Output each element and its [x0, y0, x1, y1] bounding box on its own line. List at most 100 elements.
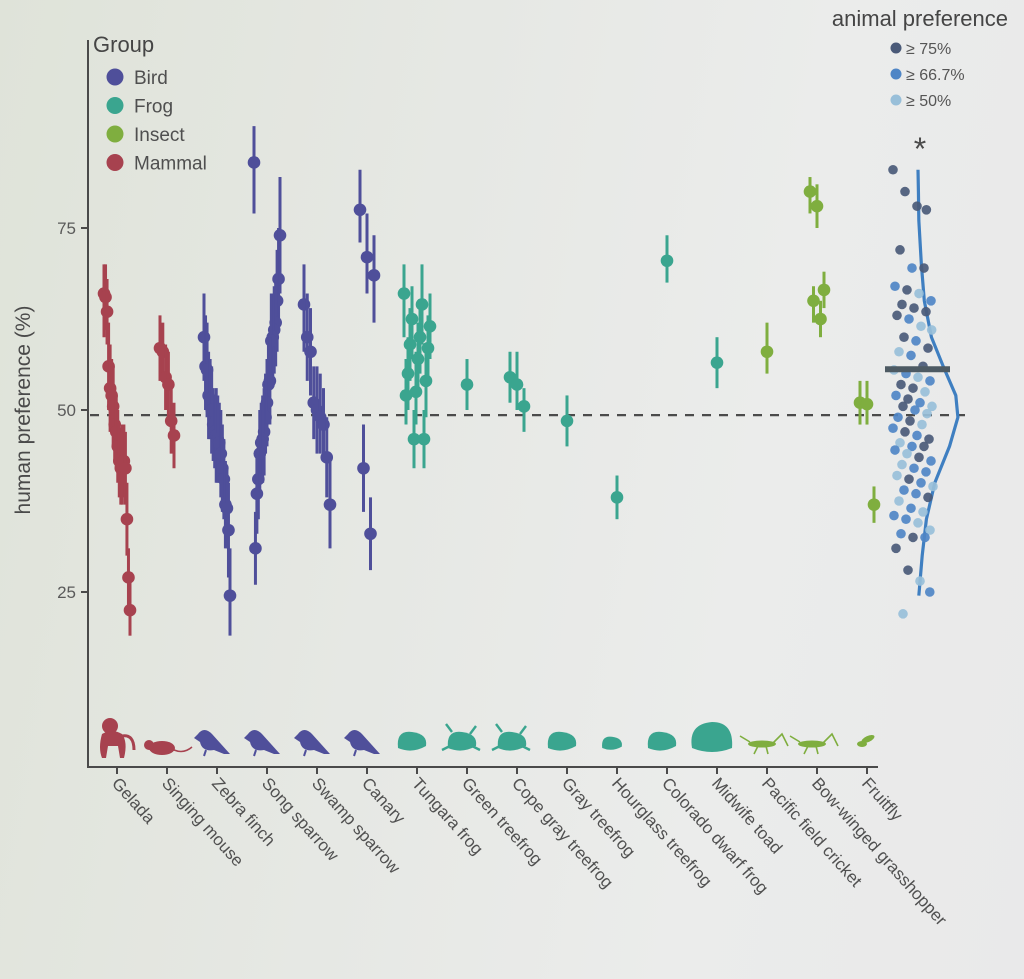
y-axis-label: human preference (%) [12, 306, 35, 515]
summary-point [892, 310, 902, 321]
summary-point [915, 576, 925, 586]
silhouette-mouse-icon [144, 740, 193, 755]
summary-point [897, 459, 907, 470]
legend-label-bird: Bird [134, 68, 168, 89]
extra-insect-point [860, 380, 874, 425]
summary-point [917, 419, 927, 430]
summary-point [906, 350, 916, 361]
data-point [510, 378, 524, 391]
data-point [810, 199, 824, 213]
data-marks [97, 126, 881, 636]
summary-point [903, 565, 913, 575]
data-point [220, 501, 234, 515]
y-tick-label: 75 [57, 219, 76, 238]
significance-star: * [914, 131, 926, 167]
summary-point [911, 336, 921, 346]
summary-point [907, 441, 917, 452]
data-point [803, 185, 817, 198]
summary-point [895, 437, 905, 448]
data-point [249, 542, 262, 555]
data-point [323, 498, 337, 511]
data-point [419, 374, 433, 388]
summary-point [926, 296, 936, 306]
summary-point [920, 532, 930, 543]
summary-point [895, 245, 905, 255]
category-hourglass-treefrog [610, 475, 624, 520]
summary-point [909, 463, 919, 474]
category-canary [353, 169, 381, 571]
summary-point [925, 525, 935, 535]
data-point [119, 461, 132, 475]
summary-point [891, 390, 901, 401]
category-gelada [97, 264, 137, 636]
summary-point [894, 346, 904, 357]
summary-point [923, 343, 933, 353]
summary-point [888, 423, 898, 434]
legend-swatch-insect [106, 125, 124, 143]
category-singing-mouse [153, 315, 181, 469]
silhouette-frog-icon [547, 731, 577, 751]
summary-point [906, 503, 916, 514]
summary-point [927, 401, 937, 412]
ap-legend-label: ≥ 50% [906, 93, 951, 110]
data-point [222, 523, 235, 537]
summary-point [922, 408, 932, 419]
data-point [167, 429, 181, 442]
data-point [223, 589, 237, 602]
summary-point [914, 288, 924, 299]
summary-point [909, 303, 919, 313]
data-point [99, 290, 112, 304]
animal-silhouettes [100, 718, 875, 758]
summary-point [900, 427, 910, 437]
data-point [247, 156, 261, 169]
data-point [460, 378, 474, 391]
silhouette-grasshopper-icon [789, 732, 839, 755]
summary-point [888, 164, 898, 175]
summary-point [916, 478, 926, 488]
data-point [417, 432, 431, 446]
silhouette-bird-icon [194, 730, 230, 757]
summary-point [896, 379, 906, 390]
summary-point [890, 445, 900, 455]
data-point [860, 397, 874, 411]
summary-point [899, 332, 909, 343]
summary-point [914, 452, 924, 463]
summary-point [905, 416, 915, 426]
silhouette-bird-icon [294, 730, 330, 757]
summary-point [918, 507, 928, 517]
data-point [367, 269, 381, 282]
x-tick-label: Gelada [108, 774, 159, 828]
category-swamp-sparrow [297, 264, 337, 549]
data-point [357, 461, 370, 475]
silhouette-bird-icon [344, 730, 380, 757]
category-bow-winged-grasshopper [803, 177, 831, 338]
summary-point [904, 474, 914, 484]
summary-point [898, 401, 908, 412]
summary-point [912, 430, 922, 441]
y-tick-label: 25 [57, 583, 76, 602]
data-point [415, 298, 429, 311]
data-point [610, 491, 624, 504]
silhouette-treefrog-icon [441, 723, 481, 752]
x-tick-label: Fruitfly [858, 774, 907, 825]
legend-swatch-frog [106, 97, 124, 114]
category-gray-treefrog [560, 395, 574, 447]
data-point [817, 283, 831, 297]
legend-label-insect: Insect [134, 125, 185, 146]
data-point [411, 352, 425, 366]
data-point [405, 312, 419, 326]
ap-legend-label: ≥ 75% [906, 41, 951, 58]
summary-point [913, 372, 923, 383]
silhouette-frog-icon [647, 731, 677, 751]
x-tick-label: Swamp sparrow [308, 774, 404, 878]
summary-point [910, 405, 920, 415]
data-point [304, 345, 317, 359]
x-tick-label: Canary [358, 774, 409, 828]
category-green-treefrog [460, 359, 474, 410]
summary-point [913, 518, 923, 528]
data-point [710, 356, 724, 369]
category-midwife-toad [710, 337, 724, 389]
silhouette-smallfrog-icon [602, 736, 622, 750]
data-point [122, 571, 135, 584]
